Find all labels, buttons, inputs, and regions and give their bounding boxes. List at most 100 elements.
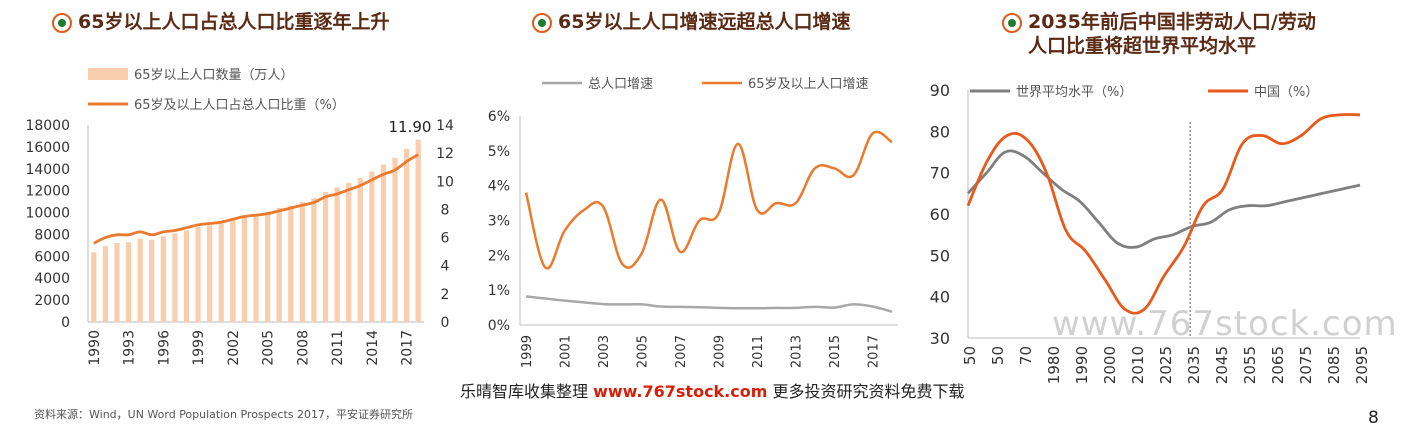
y-right-tick-label: 10 — [436, 174, 454, 190]
x-tick-label: 2007 — [674, 335, 689, 368]
bar — [299, 202, 305, 322]
bullet-icon — [52, 13, 72, 33]
x-tick-label: 2095 — [1353, 346, 1371, 384]
y-right-tick-label: 12 — [436, 146, 454, 162]
dependency-ratio-chart: 世界平均水平（%） 中国（%） 30 40 50 60 70 80 90 50 50 70 1980 19… — [930, 81, 1371, 384]
bar — [357, 177, 363, 322]
x-tick-label: 2015 — [828, 335, 843, 368]
bar — [415, 139, 421, 322]
y-right-tick-label: 8 — [441, 202, 450, 218]
x-tick-label: 2045 — [1213, 346, 1231, 384]
legend-bar-swatch — [88, 68, 128, 80]
watermark-prefix: 乐晴智库收集整理 — [460, 382, 589, 401]
y-right-tick-label: 0 — [441, 315, 450, 331]
x-tick-label: 2003 — [597, 335, 612, 368]
y-tick-label: 30 — [930, 329, 950, 348]
bullet-icon — [1002, 13, 1022, 33]
bar — [264, 211, 271, 322]
series-line-china — [966, 113, 1361, 315]
bar — [311, 198, 317, 322]
bar — [276, 207, 282, 322]
bar — [207, 225, 213, 322]
x-tick-label: 2065 — [1269, 346, 1287, 384]
x-tick-label: 1980 — [1045, 346, 1063, 384]
right-title-line2: 人口比重将超世界平均水平 — [1028, 35, 1257, 57]
x-tick-label: 2085 — [1325, 346, 1343, 384]
bullet-icon — [532, 13, 552, 33]
y-tick-label: 0% — [488, 318, 510, 334]
x-tick-label: 2000 — [1101, 346, 1119, 384]
x-tick-label: 2011 — [751, 335, 766, 368]
y-tick-label: 60 — [930, 205, 950, 224]
mid-title-text: 65岁以上人口增速远超总人口增速 — [558, 11, 851, 33]
y-tick-label: 6% — [488, 109, 510, 125]
x-tick-label: 2055 — [1241, 346, 1259, 384]
left-title-text: 65岁以上人口占总人口比重逐年上升 — [78, 11, 390, 33]
bar — [404, 148, 410, 322]
y-tick-label: 90 — [930, 81, 950, 100]
y-left-tick-label: 10000 — [25, 206, 70, 222]
x-tick-label: 2017 — [867, 335, 882, 368]
x-tick-label: 1993 — [122, 330, 138, 366]
y-tick-label: 80 — [930, 122, 950, 141]
watermark-url: www.767stock.com — [1052, 304, 1398, 344]
y-tick-label: 70 — [930, 164, 950, 183]
bar — [369, 171, 375, 322]
x-tick-label: 2005 — [636, 335, 651, 368]
y-tick-label: 3% — [488, 214, 510, 230]
legend-line-label: 65岁及以上人口占总人口比重（%） — [134, 97, 345, 113]
elderly-population-chart: 65岁以上人口数量（万人） 65岁及以上人口占总人口比重（%） 0 2000 4000 6… — [25, 68, 454, 366]
y-left-tick-label: 12000 — [25, 184, 70, 200]
bar — [183, 230, 190, 322]
right-title-line1: 2035年前后中国非劳动人口/劳动 — [1028, 11, 1316, 33]
bar — [218, 222, 224, 322]
x-tick-label: 2014 — [365, 330, 381, 366]
x-tick-label: 50 — [961, 346, 979, 365]
x-tick-label: 1990 — [1073, 346, 1091, 384]
bar — [241, 215, 248, 322]
x-tick-label: 2010 — [1129, 346, 1147, 384]
x-tick-label: 50 — [989, 346, 1007, 365]
y-tick-label: 2% — [488, 248, 510, 264]
bar — [114, 243, 120, 322]
watermark-line: 乐晴智库收集整理 www.767stock.com 更多投资研究资料免费下载 — [460, 378, 965, 402]
x-tick-label: 2025 — [1157, 346, 1175, 384]
x-tick-label: 2013 — [790, 335, 805, 368]
mid-panel-title: 65岁以上人口增速远超总人口增速 — [532, 10, 850, 34]
y-tick-label: 1% — [488, 283, 510, 299]
y-left-tick-label: 0 — [61, 315, 70, 331]
bar — [195, 227, 201, 322]
right-title-text: 2035年前后中国非劳动人口/劳动 人口比重将超世界平均水平 — [1028, 10, 1316, 58]
x-tick-label: 70 — [1017, 346, 1035, 365]
bar — [334, 187, 340, 322]
y-right-tick-label: 4 — [441, 259, 450, 275]
x-tick-label: 2005 — [261, 330, 277, 366]
x-tick-label: 1996 — [156, 330, 172, 366]
y-right-tick-label: 14 — [436, 118, 454, 134]
legend-world-label: 世界平均水平（%） — [1016, 85, 1132, 100]
bar — [102, 246, 108, 322]
x-tick-label: 2035 — [1185, 346, 1203, 384]
x-tick-label: 2009 — [713, 335, 728, 368]
bar — [137, 238, 143, 322]
legend-total-label: 总人口增速 — [588, 77, 653, 92]
bar — [91, 252, 97, 322]
y-left-tick-label: 18000 — [25, 118, 70, 134]
series-line-share — [93, 153, 419, 245]
legend-china-label: 中国（%） — [1254, 85, 1318, 100]
bar — [380, 164, 387, 322]
y-left-tick-label: 2000 — [34, 293, 70, 309]
bar — [172, 233, 178, 322]
right-panel-title: 2035年前后中国非劳动人口/劳动 人口比重将超世界平均水平 — [1002, 10, 1316, 58]
series-line-total — [525, 295, 893, 314]
x-tick-label: 2017 — [400, 330, 416, 366]
source-note: 资料来源：Wind，UN Word Population Prospects 2… — [34, 408, 413, 421]
watermark-site: www.767stock.com — [593, 382, 768, 401]
bar — [149, 239, 155, 322]
x-tick-label: 1990 — [87, 330, 103, 366]
x-tick-label: 1999 — [191, 330, 207, 366]
series-line-world — [966, 149, 1361, 249]
y-right-tick-label: 2 — [441, 287, 450, 303]
series-line-elderly — [524, 130, 893, 270]
y-tick-label: 50 — [930, 246, 950, 265]
